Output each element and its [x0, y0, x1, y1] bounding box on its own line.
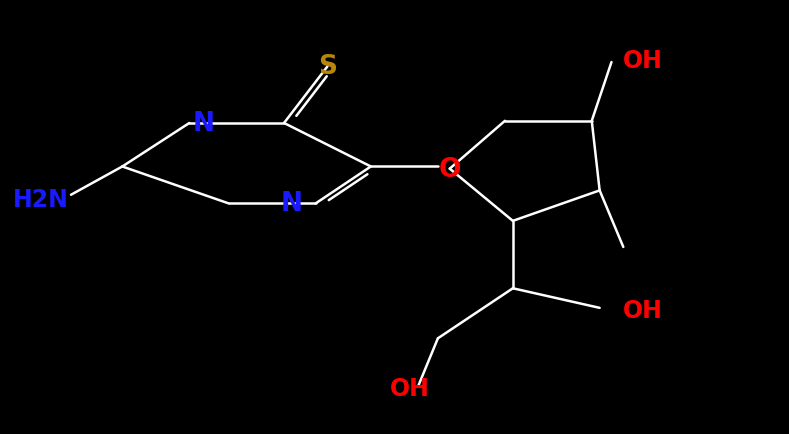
Text: OH: OH: [623, 49, 664, 73]
Text: N: N: [193, 111, 215, 137]
Text: S: S: [318, 54, 337, 80]
Text: H2N: H2N: [13, 187, 69, 212]
Text: OH: OH: [623, 298, 664, 322]
Text: OH: OH: [391, 376, 430, 401]
Text: O: O: [439, 156, 461, 182]
Text: N: N: [281, 191, 303, 217]
